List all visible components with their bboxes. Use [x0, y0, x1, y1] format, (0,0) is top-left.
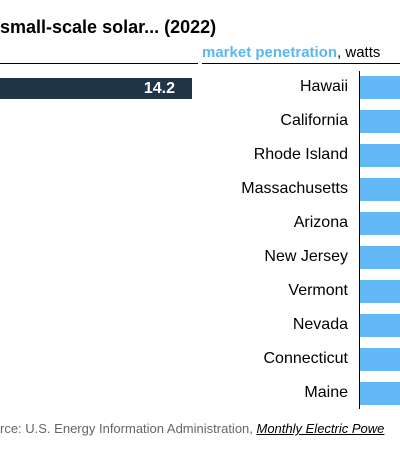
category-label: Maine: [304, 384, 348, 401]
right-bar: [360, 178, 400, 201]
source-link[interactable]: Monthly Electric Powe: [256, 421, 385, 436]
chart-subtitle: market penetration, watts: [202, 44, 380, 61]
category-label: New Jersey: [264, 248, 348, 265]
source-note: rce: U.S. Energy Information Administrat…: [0, 421, 384, 436]
right-bar: [360, 348, 400, 371]
right-bar: [360, 110, 400, 133]
right-bar: [360, 382, 400, 405]
category-label: Hawaii: [299, 78, 348, 95]
subtitle-underline: [202, 63, 400, 64]
left-bar: 14.2: [0, 78, 192, 99]
subtitle-rest: , watts: [337, 44, 381, 61]
right-bar: [360, 280, 400, 303]
right-bar: [360, 314, 400, 337]
right-bar: [360, 76, 400, 99]
category-label: Massachusetts: [241, 180, 348, 197]
right-bar: [360, 212, 400, 235]
source-prefix: rce: U.S. Energy Information Administrat…: [0, 421, 257, 436]
right-bar: [360, 246, 400, 269]
category-label: Rhode Island: [253, 146, 348, 163]
subtitle-accent: market penetration: [202, 44, 338, 61]
title-underline: [0, 63, 198, 64]
category-label: Vermont: [288, 282, 348, 299]
left-bar-value-label: 14.2: [143, 80, 175, 97]
category-label: Arizona: [293, 214, 348, 231]
chart-title: small-scale solar... (2022): [0, 17, 217, 37]
category-label: Nevada: [292, 316, 348, 333]
category-label: California: [280, 112, 348, 129]
category-label: Connecticut: [263, 350, 349, 367]
right-bar: [360, 144, 400, 167]
category-axis: [359, 71, 360, 409]
